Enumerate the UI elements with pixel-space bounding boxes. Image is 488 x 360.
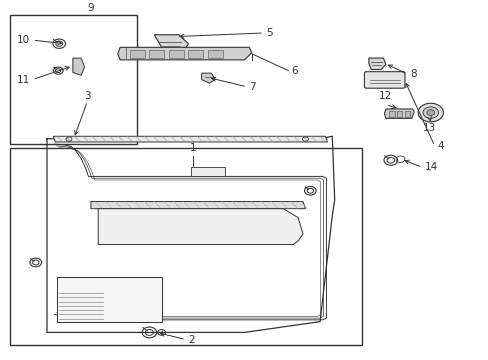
Bar	[404, 111, 409, 117]
Text: 1: 1	[190, 143, 196, 153]
Circle shape	[426, 110, 434, 116]
Polygon shape	[154, 35, 188, 53]
Bar	[168, 50, 183, 58]
Bar	[149, 50, 163, 58]
Text: 6: 6	[290, 66, 297, 76]
Bar	[10, 15, 137, 144]
Text: 13: 13	[422, 123, 435, 132]
Text: 3: 3	[84, 91, 91, 101]
Text: 14: 14	[424, 162, 437, 172]
FancyBboxPatch shape	[364, 72, 404, 88]
Bar	[396, 111, 402, 117]
Circle shape	[422, 107, 438, 118]
Text: 2: 2	[188, 334, 195, 345]
Text: 7: 7	[249, 82, 256, 92]
Text: 5: 5	[266, 28, 272, 38]
Text: 8: 8	[409, 69, 416, 79]
Bar	[207, 50, 222, 58]
Polygon shape	[368, 58, 385, 69]
Polygon shape	[201, 73, 215, 83]
Text: 4: 4	[436, 141, 443, 151]
Bar	[10, 148, 361, 345]
Bar	[190, 167, 224, 176]
Bar	[388, 111, 394, 117]
Text: 10: 10	[17, 35, 30, 45]
Polygon shape	[57, 277, 161, 321]
Polygon shape	[118, 47, 251, 60]
Bar	[130, 50, 144, 58]
Bar	[188, 50, 203, 58]
Polygon shape	[73, 58, 84, 75]
Circle shape	[417, 103, 443, 122]
Polygon shape	[98, 209, 303, 244]
Polygon shape	[384, 109, 413, 118]
Polygon shape	[53, 136, 327, 142]
Text: 12: 12	[379, 91, 392, 101]
Text: 9: 9	[87, 3, 94, 13]
Polygon shape	[91, 202, 305, 209]
Text: 11: 11	[17, 75, 30, 85]
